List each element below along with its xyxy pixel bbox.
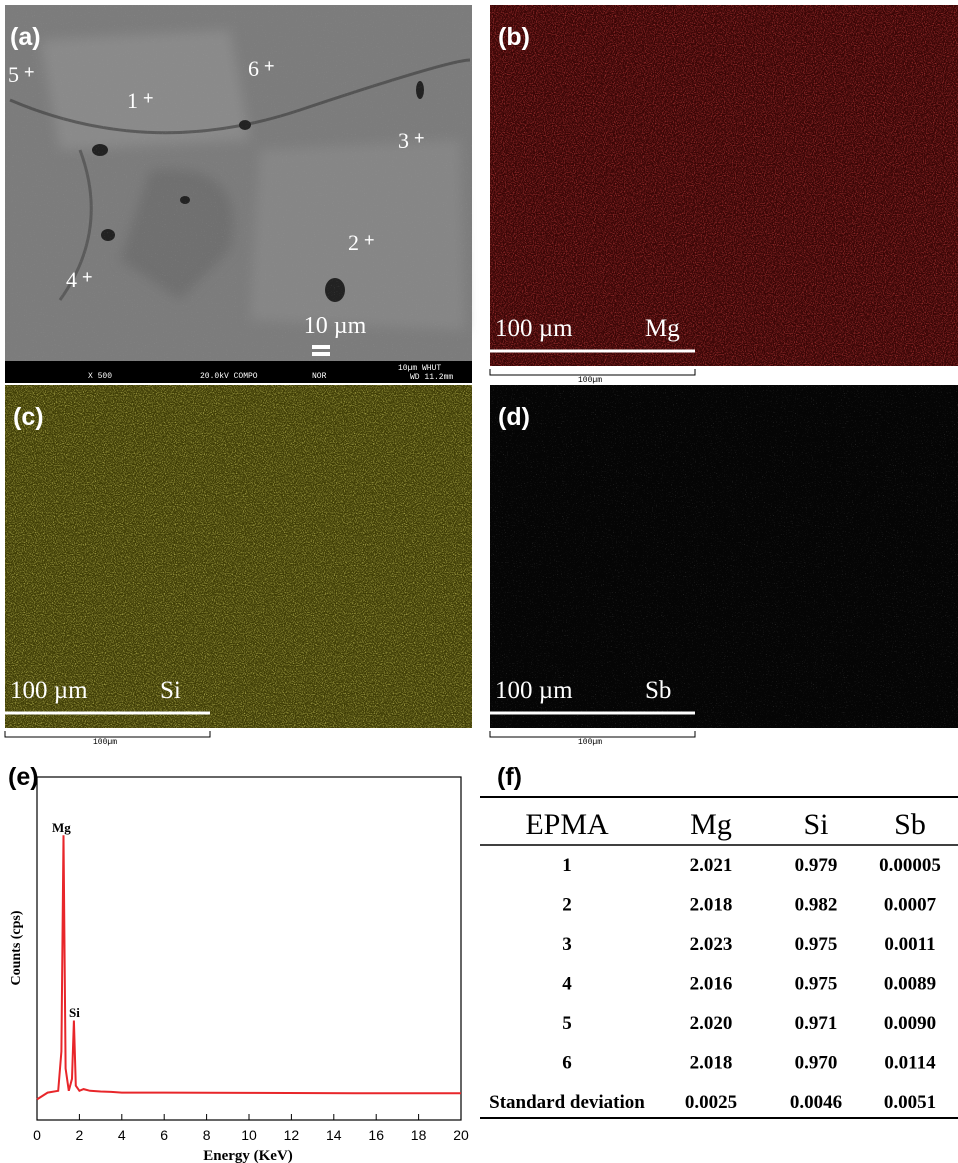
table-cell: 0.979: [795, 855, 838, 876]
panel-label: (a): [10, 23, 41, 51]
point-marker: +: [82, 267, 93, 287]
table-cell: 0.00005: [879, 855, 941, 876]
table-cell: 0.0114: [884, 1053, 936, 1074]
scale-label: 100 µm: [10, 677, 88, 704]
x-tick-label: 14: [326, 1127, 342, 1143]
table-cell: 0.975: [795, 974, 838, 995]
x-tick-label: 18: [411, 1127, 427, 1143]
scale-label: 100 µm: [495, 677, 573, 704]
info-text: WD 11.2mm: [410, 373, 453, 382]
table-cell: 6: [562, 1053, 572, 1074]
x-tick-label: 2: [76, 1127, 84, 1143]
table-cell: 0.982: [795, 895, 838, 916]
info-text: 20.0kV COMPO: [200, 372, 258, 381]
panel-label: (f): [497, 763, 522, 791]
x-tick-label: 10: [241, 1127, 257, 1143]
info-text: 10µm WHUT: [398, 364, 441, 373]
table-cell: 2.016: [690, 974, 733, 995]
x-tick-label: 20: [453, 1127, 469, 1143]
panel-f: (f) EPMA Mg Si Sb 1 2.021 0.979 0.00005 2 2.018 0.…: [480, 763, 958, 1118]
table-cell: 0.975: [795, 934, 838, 955]
point-marker: +: [414, 128, 425, 148]
table-cell: 4: [562, 974, 572, 995]
element-label: Sb: [645, 677, 671, 704]
peak-label: Mg: [52, 820, 71, 835]
table-cell: 2.018: [690, 895, 733, 916]
point-label: 1: [127, 88, 138, 113]
table-cell: 2.021: [690, 855, 733, 876]
table-cell: 0.0051: [884, 1092, 936, 1113]
table-cell: 1: [562, 855, 572, 876]
panel-label: (d): [498, 403, 530, 431]
x-tick-label: 0: [33, 1127, 41, 1143]
element-label: Mg: [645, 315, 680, 342]
x-tick-label: 16: [368, 1127, 384, 1143]
table-cell: 2.018: [690, 1053, 733, 1074]
table-header: Si: [803, 808, 828, 841]
table-cell: 0.0007: [884, 895, 937, 916]
peak-label: Si: [69, 1005, 80, 1020]
x-tick-label: 8: [203, 1127, 211, 1143]
figure: 1+2+3+4+5+6+ 10 µm (a) X 500 20.0kV COMP…: [0, 0, 958, 1163]
point-label: 4: [66, 267, 77, 292]
element-label: Si: [160, 677, 181, 704]
point-marker: +: [364, 230, 375, 250]
x-tick-label: 4: [118, 1127, 126, 1143]
table-cell: 0.0025: [685, 1092, 737, 1113]
panel-label: (b): [498, 23, 530, 51]
table-cell: Standard deviation: [489, 1092, 645, 1113]
ruler-label: 100µm: [578, 738, 602, 747]
panel-b: [490, 5, 958, 366]
x-tick-label: 12: [284, 1127, 300, 1143]
spectrum-line: [37, 835, 461, 1099]
panel-e: (e) Energy (KeV) Counts (cps) 0 2 4 6 8 10 12 1…: [8, 763, 469, 1163]
scale-label: 10 µm: [304, 313, 367, 339]
y-axis-label: Counts (cps): [9, 910, 24, 985]
table-cell: 2: [562, 895, 572, 916]
table-cell: 2.023: [690, 934, 733, 955]
table-cell: 0.0090: [884, 1013, 936, 1034]
table-cell: 0.0011: [884, 934, 935, 955]
ruler-label: 100µm: [93, 738, 117, 747]
point-marker: +: [24, 62, 35, 82]
point-label: 3: [398, 128, 409, 153]
table-cell: 3: [562, 934, 572, 955]
panel-a: 1+2+3+4+5+6+ 10 µm (a) X 500 20.0kV COMP…: [5, 5, 472, 383]
x-axis-label: Energy (KeV): [203, 1148, 293, 1163]
table-cell: 0.0089: [884, 974, 936, 995]
scale-label: 100 µm: [495, 315, 573, 342]
plot-frame: [37, 777, 461, 1120]
table-cell: 0.971: [795, 1013, 838, 1034]
info-text: X 500: [88, 372, 112, 381]
table-cell: 5: [562, 1013, 572, 1034]
table-cell: 0.970: [795, 1053, 838, 1074]
table-cell: 0.0046: [790, 1092, 842, 1113]
point-label: 6: [248, 56, 259, 81]
table-cell: 2.020: [690, 1013, 733, 1034]
ruler-label: 100µm: [578, 376, 602, 385]
point-marker: +: [264, 56, 275, 76]
point-label: 5: [8, 62, 19, 87]
point-label: 2: [348, 230, 359, 255]
panel-label: (e): [8, 763, 39, 791]
table-header: EPMA: [525, 808, 609, 841]
table-header: Mg: [690, 808, 732, 841]
x-tick-label: 6: [160, 1127, 168, 1143]
point-marker: +: [143, 88, 154, 108]
table-header: Sb: [894, 808, 926, 841]
panel-label: (c): [13, 403, 44, 431]
info-text: NOR: [312, 372, 327, 381]
